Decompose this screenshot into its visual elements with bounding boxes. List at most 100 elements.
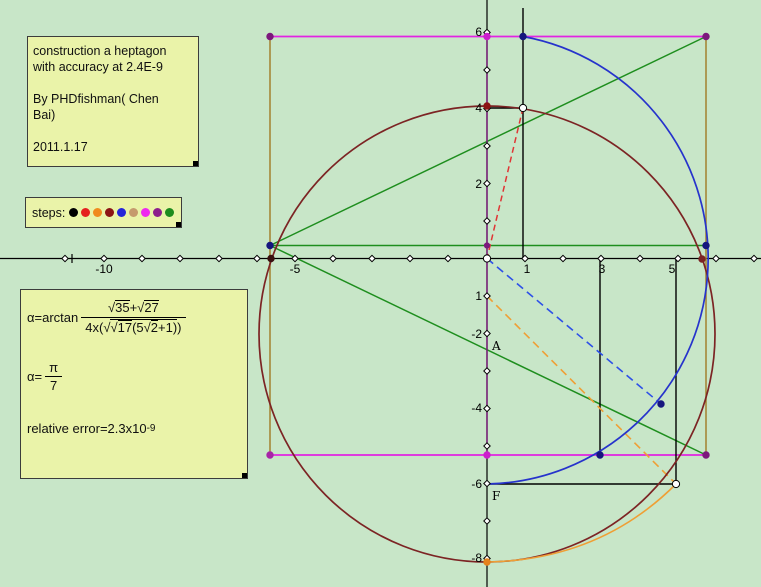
x-axis-tick	[559, 254, 567, 263]
title-line	[33, 123, 193, 139]
point-1-4[interactable]	[518, 103, 528, 113]
x-label--5: -5	[290, 262, 301, 276]
x-axis-tick	[636, 254, 644, 263]
formula-token: relative error=2.3x10	[27, 420, 147, 436]
square-corner-topright[interactable]	[702, 32, 710, 41]
title-line: construction a heptagon	[33, 44, 167, 58]
x-label--10: -10	[95, 262, 113, 276]
blue-arc[interactable]	[486, 35, 709, 485]
x-label-3: 3	[599, 262, 606, 276]
step-dot	[152, 208, 162, 217]
y-label-4: 4	[475, 101, 482, 115]
steps-legend-box[interactable]: steps:	[25, 197, 182, 228]
point-green-axis-cross[interactable]	[483, 242, 491, 249]
sqrt-term: 2	[144, 319, 158, 335]
x-axis-tick	[712, 254, 720, 263]
formula-token: (5	[132, 319, 144, 335]
formula-token: 27	[144, 300, 159, 315]
sqrt-term: 17(5 2+1)	[103, 318, 178, 336]
title-note-box[interactable]: construction a heptagon with accuracy at…	[27, 36, 199, 167]
x-axis-tick	[291, 254, 299, 263]
resize-handle[interactable]	[176, 222, 181, 227]
y-label-2: 2	[475, 177, 482, 191]
point-circle-left[interactable]	[267, 254, 275, 263]
y-label-neg4: -4	[471, 401, 482, 415]
sqrt-radicand: 17(5 2+1)	[110, 318, 178, 336]
formula-denominator: 4x( 17(5 2+1))	[81, 316, 186, 336]
orange-dashed-segment[interactable]	[486, 295, 677, 485]
resize-handle[interactable]	[242, 473, 247, 478]
square-corner-bottomright[interactable]	[702, 451, 710, 459]
title-line: with accuracy at 2.4E-9	[33, 60, 163, 74]
step-dot	[80, 208, 90, 217]
x-axis-tick	[674, 254, 682, 263]
formula-token: +1)	[158, 319, 178, 335]
point-on-blue-arc[interactable]	[657, 400, 665, 408]
y-label-6: 6	[475, 25, 482, 39]
point-5-neg6[interactable]	[671, 479, 681, 489]
x-axis-tick	[138, 254, 146, 263]
x-label-1: 1	[524, 262, 531, 276]
y-axis-tick	[483, 179, 491, 188]
green-line-lower[interactable]	[269, 244, 707, 456]
orange-arc[interactable]	[486, 483, 677, 563]
title-line: Bai)	[33, 108, 56, 122]
steps-color-dots	[67, 208, 175, 217]
step-dot	[104, 208, 114, 217]
green-line-upper[interactable]	[269, 35, 707, 247]
formula-token: 35	[115, 300, 130, 315]
blue-dashed-segment[interactable]	[486, 257, 662, 405]
x-axis-tick	[368, 254, 376, 263]
formula-token: 17	[117, 319, 133, 335]
y-axis-tick	[483, 479, 491, 488]
y-label-neg6: -6	[471, 477, 482, 491]
y-axis-tick	[483, 404, 491, 413]
y-label-neg8: -8	[471, 551, 482, 565]
formula-token: α=	[27, 368, 43, 384]
origin-point[interactable]	[482, 254, 492, 263]
title-line: By PHDfishman( Chen	[33, 92, 159, 106]
formula-token: )	[177, 319, 182, 335]
point-right-mid[interactable]	[702, 241, 710, 250]
steps-label: steps:	[32, 205, 66, 220]
y-axis-tick	[483, 329, 491, 338]
point-left-mid[interactable]	[266, 241, 274, 250]
point-x3-bottom[interactable]	[596, 451, 604, 459]
point-label-F: F	[492, 489, 500, 503]
formula-alpha-pi7: α= π 7	[27, 360, 241, 393]
square-corner-bottomleft[interactable]	[266, 451, 274, 459]
point-bottom-midline[interactable]	[483, 451, 491, 459]
formula-relative-error: relative error=2.3x10 -9	[27, 421, 241, 436]
step-dot	[92, 208, 102, 217]
formula-numerator: 35+27	[81, 300, 185, 317]
point-circle-bottom[interactable]	[483, 558, 491, 566]
x-axis-tick	[750, 254, 758, 263]
formula-exponent: -9	[146, 422, 156, 434]
red-dashed-segment[interactable]	[486, 107, 524, 259]
formula-token: 4x(	[85, 319, 104, 335]
x-axis-tick	[597, 254, 605, 263]
y-axis-tick	[483, 517, 491, 525]
point-label-A: A	[491, 339, 501, 353]
y-label-neg2: -2	[471, 327, 482, 341]
square-corner-topleft[interactable]	[266, 32, 274, 41]
point-circle-top[interactable]	[483, 102, 491, 110]
point-top-midline[interactable]	[483, 32, 491, 41]
resize-handle[interactable]	[193, 161, 198, 166]
formula-token: π	[49, 359, 59, 375]
step-dot	[140, 208, 150, 217]
x-axis-tick	[253, 254, 261, 263]
step-dot	[128, 208, 138, 217]
x-axis-tick	[176, 254, 184, 263]
y-axis-tick	[483, 66, 491, 74]
formula-token: α=arctan	[27, 310, 79, 326]
point-circle-right[interactable]	[698, 255, 706, 263]
point-blue-arc-top[interactable]	[519, 32, 527, 41]
x-axis-tick	[521, 254, 529, 263]
step-dot	[68, 208, 78, 217]
formula-fraction: 35+27 4x( 17(5 2+1))	[81, 300, 186, 336]
formula-note-box[interactable]: α=arctan 35+27 4x( 17(5 2+1)) α= π 7 relat…	[20, 289, 248, 479]
y-axis-tick	[483, 292, 491, 300]
step-dot	[116, 208, 126, 217]
